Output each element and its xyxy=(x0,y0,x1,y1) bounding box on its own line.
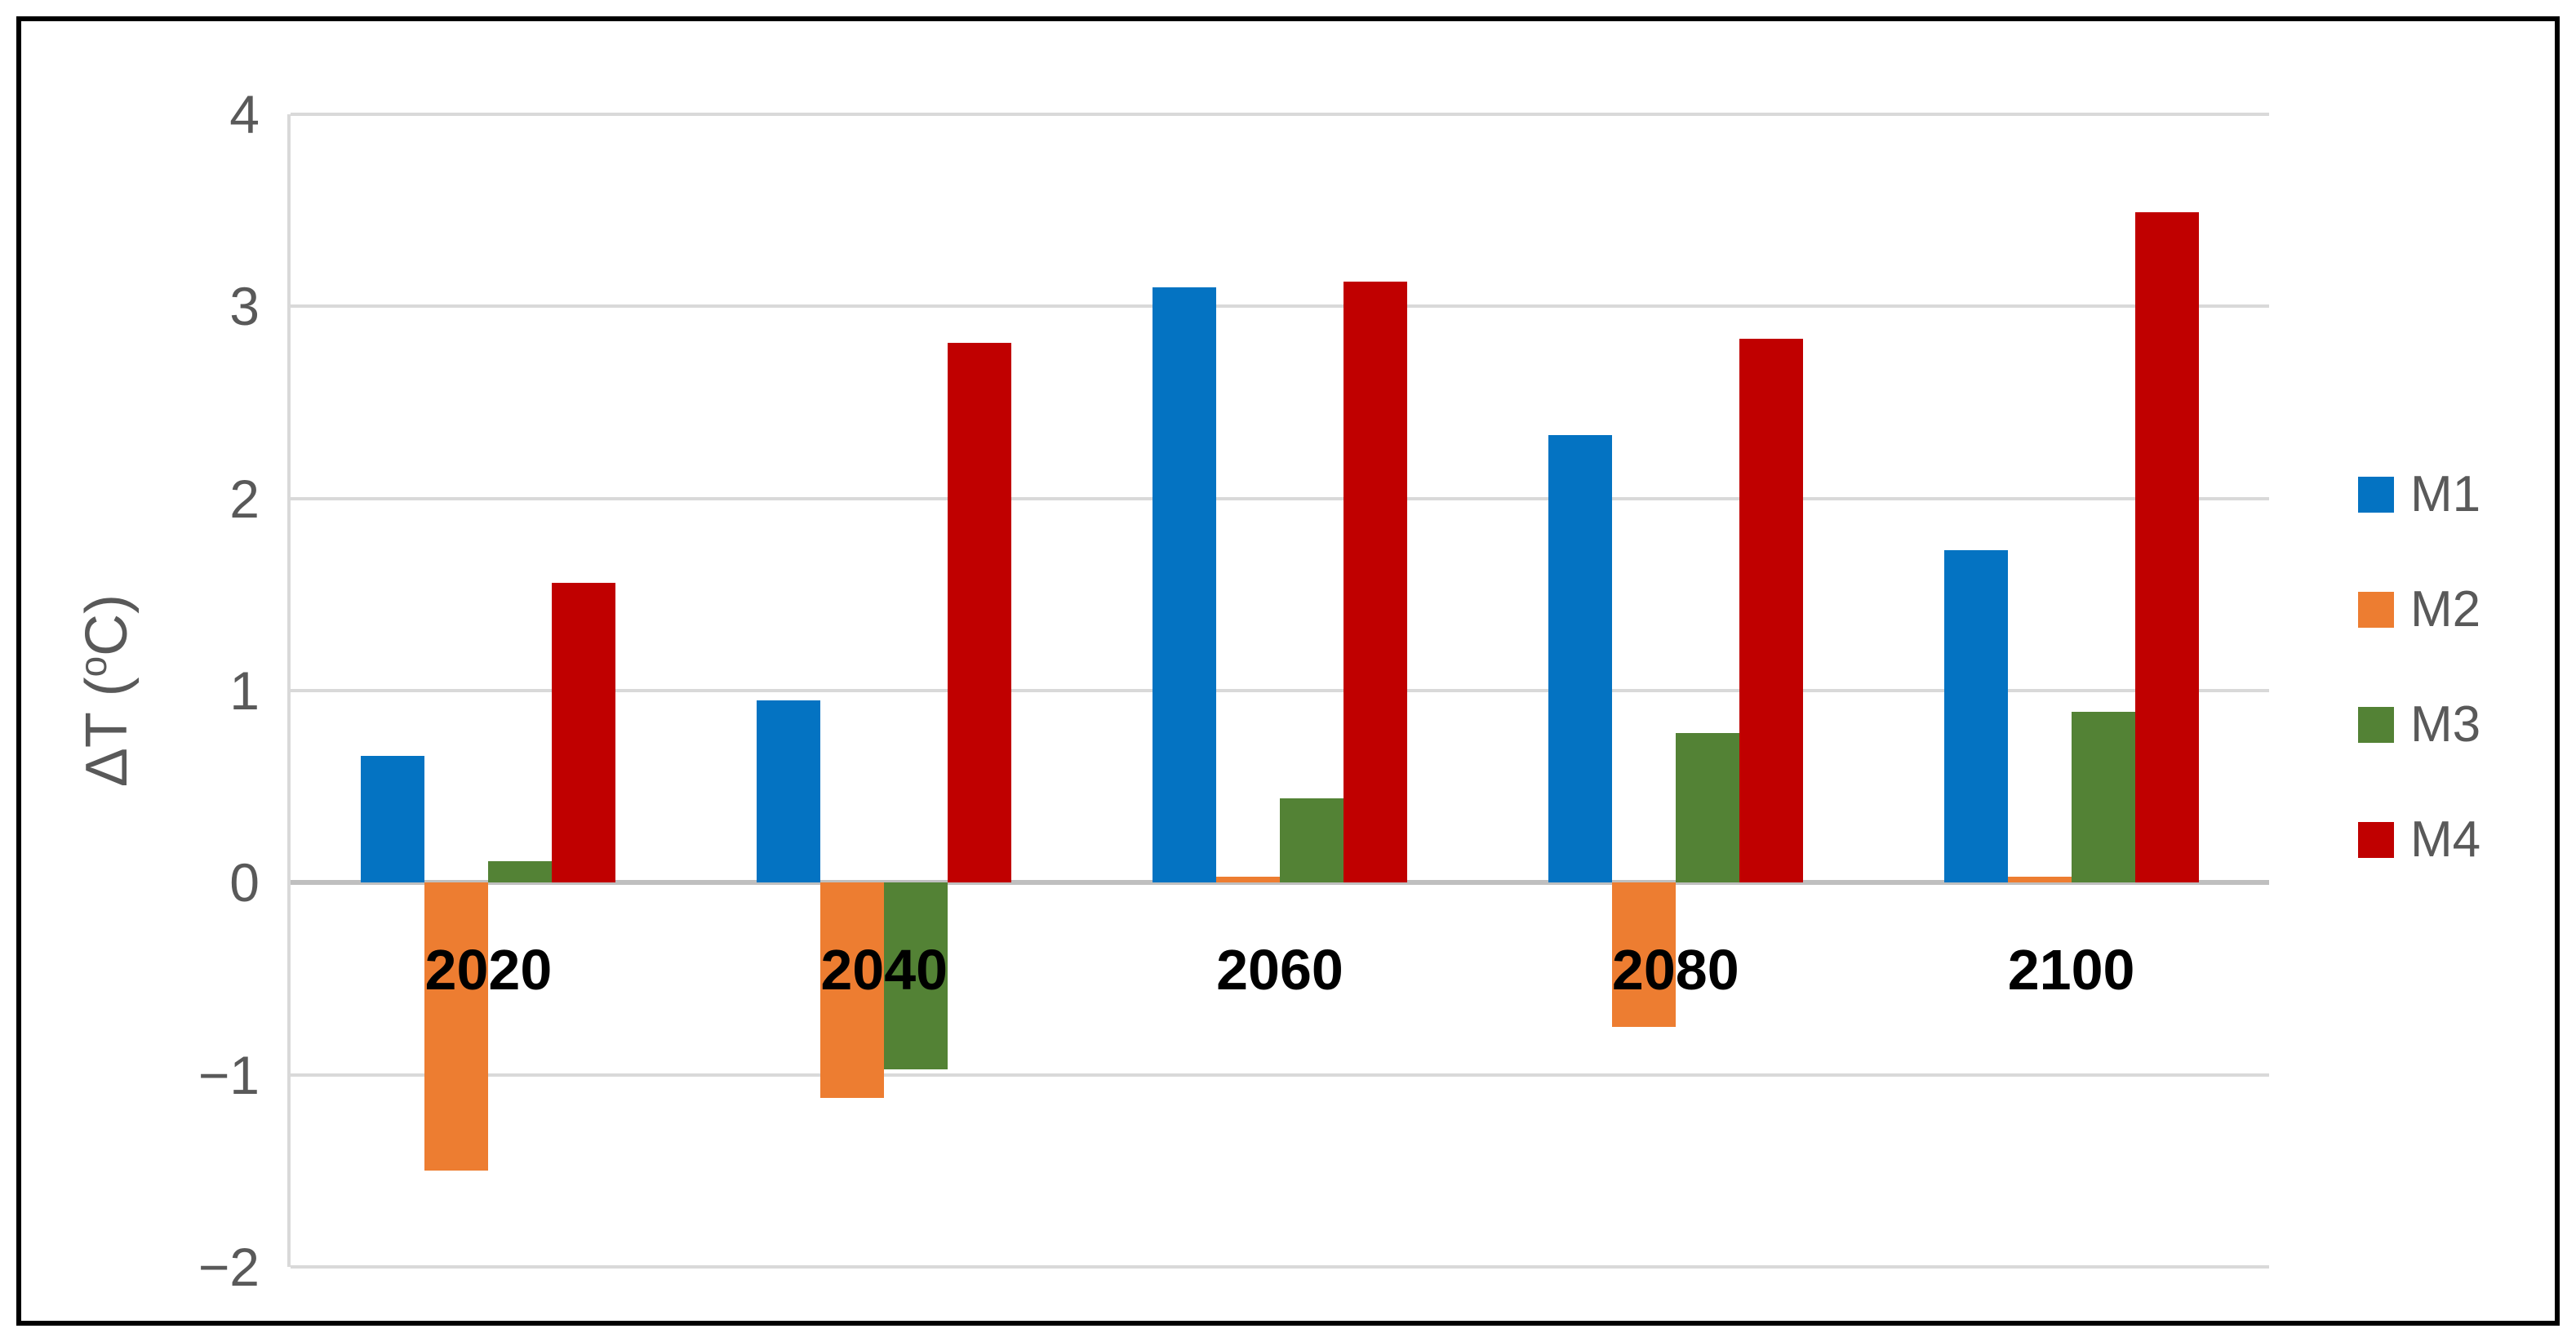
bar-M2-2040 xyxy=(820,882,885,1098)
category-label-2100: 2100 xyxy=(2007,938,2135,1002)
gridline xyxy=(291,496,2269,500)
bar-M2-2060 xyxy=(1216,877,1280,883)
bar-M3-2060 xyxy=(1280,798,1344,883)
y-tick-label: 0 xyxy=(229,852,260,913)
y-tick-label: 3 xyxy=(229,276,260,337)
gridline xyxy=(291,304,2269,309)
bar-M4-2100 xyxy=(2134,212,2199,883)
bar-M1-2080 xyxy=(1548,435,1612,883)
category-label-2040: 2040 xyxy=(820,938,948,1002)
bar-M4-2060 xyxy=(1344,281,1407,883)
legend-swatch-M1 xyxy=(2358,477,2394,513)
bar-M3-2020 xyxy=(488,861,553,883)
bar-M4-2080 xyxy=(1739,339,1803,883)
bar-M4-2040 xyxy=(948,343,1012,883)
legend-label-M1: M1 xyxy=(2410,466,2481,522)
legend-label-M3: M3 xyxy=(2410,696,2481,753)
y-tick-label: −1 xyxy=(198,1044,260,1105)
bar-M3-2080 xyxy=(1675,732,1739,883)
bar-M1-2100 xyxy=(1943,550,2008,883)
legend-item-M4: M4 xyxy=(2358,815,2481,865)
gridline xyxy=(291,689,2269,692)
legend-item-M2: M2 xyxy=(2358,584,2481,635)
gridline xyxy=(291,1073,2269,1077)
category-label-2020: 2020 xyxy=(424,938,553,1002)
legend-swatch-M3 xyxy=(2358,707,2394,743)
bar-M1-2060 xyxy=(1153,287,1216,883)
bar-M3-2040 xyxy=(884,882,948,1069)
bar-M2-2020 xyxy=(424,882,489,1171)
legend-label-M4: M4 xyxy=(2410,811,2481,868)
bar-M3-2100 xyxy=(2071,711,2135,883)
gridline xyxy=(291,1265,2269,1269)
chart-border xyxy=(16,16,2560,1326)
y-tick-label: 4 xyxy=(229,84,260,144)
legend-item-M3: M3 xyxy=(2358,700,2481,750)
y-tick-label: 1 xyxy=(229,660,260,721)
category-label-2060: 2060 xyxy=(1216,938,1344,1002)
bar-M1-2020 xyxy=(361,756,425,883)
y-tick-label: 2 xyxy=(229,468,260,529)
bar-M2-2100 xyxy=(2007,877,2072,883)
legend-swatch-M4 xyxy=(2358,822,2394,858)
zero-axis-line xyxy=(291,880,2269,886)
legend-label-M2: M2 xyxy=(2410,581,2481,638)
gridline xyxy=(291,113,2269,116)
legend: M1 M2 M3 M4 xyxy=(2358,469,2481,865)
bar-M1-2040 xyxy=(757,700,821,883)
y-axis-title-unit: C) xyxy=(74,593,140,656)
legend-item-M1: M1 xyxy=(2358,469,2481,520)
bar-M4-2020 xyxy=(552,583,616,883)
plot-area: 2020 2040 2060 2080 2100 xyxy=(287,113,2269,1269)
y-axis-line xyxy=(287,114,291,1267)
bar-M2-2080 xyxy=(1611,882,1676,1027)
y-tick-label: −2 xyxy=(198,1237,260,1297)
legend-swatch-M2 xyxy=(2358,592,2394,628)
category-label-2080: 2080 xyxy=(1611,938,1739,1002)
